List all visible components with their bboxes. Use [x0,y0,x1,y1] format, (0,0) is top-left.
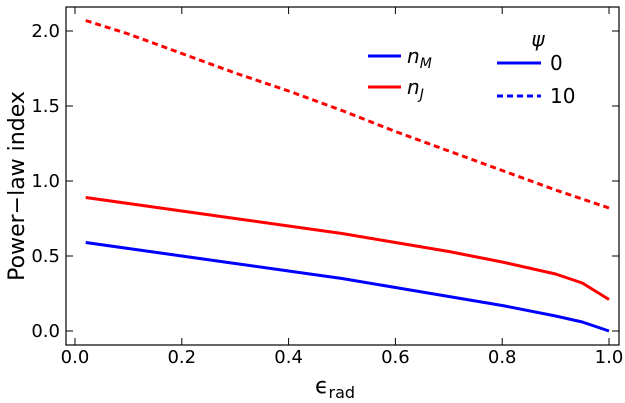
legend-nj-label: nJ [407,75,424,103]
legend-psi0-label: 0 [550,51,563,75]
x-tick-label: 0.4 [274,347,303,368]
y-tick-label: 2.0 [31,21,60,42]
y-tick-label: 1.0 [31,171,60,192]
y-tick-label: 0.5 [31,246,60,267]
series-line-n-j-psi10 [85,19,610,210]
legend-psi10-label: 10 [550,84,575,108]
plot-frame [65,6,620,346]
series-layer [85,19,610,333]
y-axis-ticks: 0.0 0.5 1.0 1.5 2.0 [31,21,619,342]
x-tick-label: 0.6 [381,347,410,368]
plot-area [65,6,620,346]
legend-psi-title: ψ [531,27,545,51]
legend-nm-label: nM [407,44,432,72]
x-tick-label: 1.0 [595,347,624,368]
x-tick-label: 0.0 [61,347,90,368]
y-tick-label: 1.5 [31,96,60,117]
series-line-n-j-psi0 [85,196,610,301]
x-tick-label: 0.2 [167,347,196,368]
y-axis-label: Power−law index [5,91,30,281]
x-tick-label: 0.8 [488,347,517,368]
x-axis-label: ϵrad [315,374,355,402]
y-tick-label: 0.0 [31,321,60,342]
series-line-n-m-psi0 [85,241,610,333]
x-axis-ticks: 0.0 0.2 0.4 0.6 0.8 1.0 [61,7,624,368]
legend: nM nJ ψ 0 10 [368,27,575,108]
